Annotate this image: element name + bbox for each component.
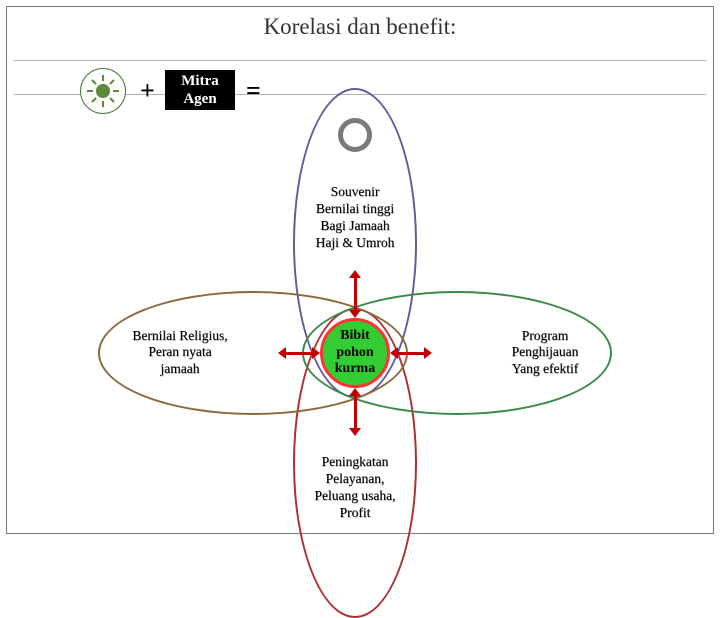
page-title: Korelasi dan benefit: xyxy=(0,14,720,40)
result-circle-icon xyxy=(338,118,372,152)
center-label: Bibit pohon kurma xyxy=(335,328,375,378)
label-left: Bernilai Religius, Peran nyata jamaah xyxy=(105,328,255,379)
label-right: Program Penghijauan Yang efektif xyxy=(475,328,615,379)
venn-diagram: Bibit pohon kurma Souvenir Bernilai ting… xyxy=(0,50,720,540)
center-node: Bibit pohon kurma xyxy=(320,318,390,388)
label-top: Souvenir Bernilai tinggi Bagi Jamaah Haj… xyxy=(290,184,420,252)
label-bottom: Peningkatan Pelayanan, Peluang usaha, Pr… xyxy=(285,454,425,522)
